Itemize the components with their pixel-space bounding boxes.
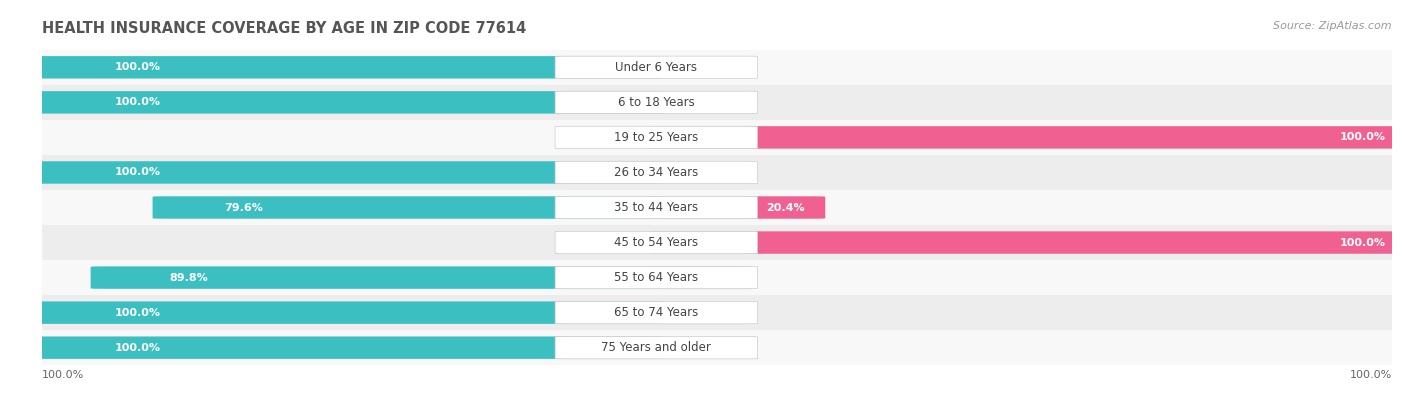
Bar [42, 295, 1392, 330]
Text: 100.0%: 100.0% [1339, 237, 1385, 247]
Text: 89.8%: 89.8% [170, 273, 208, 283]
FancyBboxPatch shape [28, 301, 664, 324]
FancyBboxPatch shape [28, 91, 664, 114]
Text: 100.0%: 100.0% [42, 371, 84, 381]
Text: 100.0%: 100.0% [1350, 371, 1392, 381]
FancyBboxPatch shape [28, 56, 664, 78]
FancyBboxPatch shape [90, 266, 664, 289]
Bar [42, 225, 1392, 260]
Text: 100.0%: 100.0% [1339, 132, 1385, 142]
Text: 65 to 74 Years: 65 to 74 Years [614, 306, 699, 319]
Text: 45 to 54 Years: 45 to 54 Years [614, 236, 699, 249]
Text: 75 Years and older: 75 Years and older [602, 341, 711, 354]
Text: Under 6 Years: Under 6 Years [616, 61, 697, 74]
Text: 79.6%: 79.6% [224, 203, 263, 212]
FancyBboxPatch shape [555, 126, 758, 149]
FancyBboxPatch shape [555, 301, 758, 324]
Text: HEALTH INSURANCE COVERAGE BY AGE IN ZIP CODE 77614: HEALTH INSURANCE COVERAGE BY AGE IN ZIP … [42, 21, 526, 36]
Bar [42, 190, 1392, 225]
Text: 0.0%: 0.0% [669, 62, 697, 72]
FancyBboxPatch shape [555, 231, 758, 254]
Text: Source: ZipAtlas.com: Source: ZipAtlas.com [1274, 21, 1392, 31]
Bar [42, 260, 1392, 295]
Text: 35 to 44 Years: 35 to 44 Years [614, 201, 699, 214]
FancyBboxPatch shape [555, 266, 758, 289]
FancyBboxPatch shape [28, 337, 664, 359]
FancyBboxPatch shape [28, 161, 664, 184]
FancyBboxPatch shape [650, 266, 751, 289]
Bar [42, 120, 1392, 155]
Text: 19 to 25 Years: 19 to 25 Years [614, 131, 699, 144]
Text: 100.0%: 100.0% [115, 168, 162, 178]
FancyBboxPatch shape [555, 337, 758, 359]
FancyBboxPatch shape [650, 126, 1406, 149]
Bar [42, 50, 1392, 85]
Text: 0.0%: 0.0% [669, 343, 697, 353]
Text: 100.0%: 100.0% [115, 62, 162, 72]
Text: 0.0%: 0.0% [669, 168, 697, 178]
FancyBboxPatch shape [555, 161, 758, 184]
Text: 100.0%: 100.0% [115, 308, 162, 317]
FancyBboxPatch shape [650, 231, 1406, 254]
Text: 10.2%: 10.2% [692, 273, 731, 283]
Bar [42, 155, 1392, 190]
Bar [42, 85, 1392, 120]
Text: 55 to 64 Years: 55 to 64 Years [614, 271, 699, 284]
Text: 100.0%: 100.0% [115, 98, 162, 107]
Text: 26 to 34 Years: 26 to 34 Years [614, 166, 699, 179]
FancyBboxPatch shape [153, 196, 664, 219]
Text: 0.0%: 0.0% [669, 308, 697, 317]
Text: 20.4%: 20.4% [766, 203, 806, 212]
Text: 0.0%: 0.0% [669, 98, 697, 107]
Text: 6 to 18 Years: 6 to 18 Years [619, 96, 695, 109]
FancyBboxPatch shape [555, 56, 758, 78]
Text: 0.0%: 0.0% [614, 237, 643, 247]
FancyBboxPatch shape [650, 196, 825, 219]
FancyBboxPatch shape [555, 91, 758, 114]
Bar [42, 330, 1392, 365]
Text: 0.0%: 0.0% [614, 132, 643, 142]
FancyBboxPatch shape [555, 196, 758, 219]
Text: 100.0%: 100.0% [115, 343, 162, 353]
